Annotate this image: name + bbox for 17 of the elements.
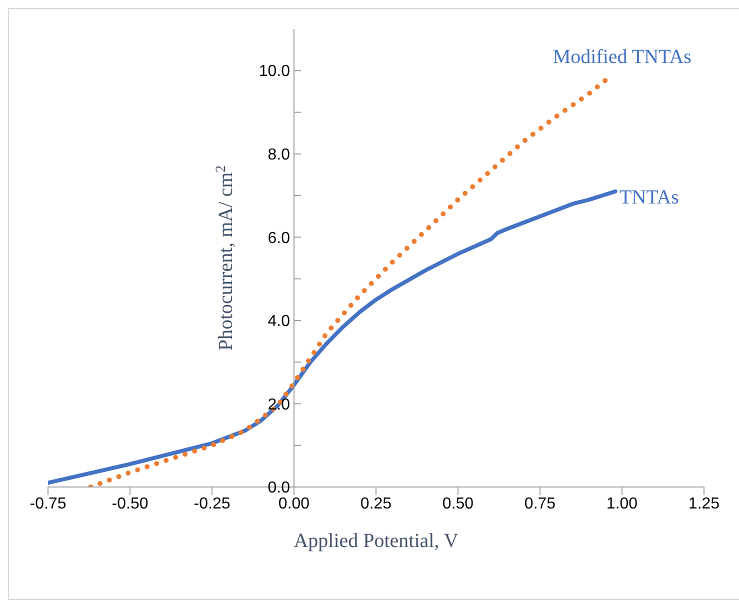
x-tick-label: 1.25 <box>688 495 720 512</box>
y-tick-label: 8.0 <box>268 146 290 164</box>
series-label: Modified TNTAs <box>552 46 692 68</box>
x-axis-title: Applied Potential, V <box>294 530 459 552</box>
x-tick-label: 0.25 <box>360 495 392 512</box>
y-tick-label: 6.0 <box>268 230 290 247</box>
y-tick-label: 0.0 <box>268 480 290 497</box>
x-tick-label: 0.75 <box>524 495 556 512</box>
y-tick-label: 10.0 <box>258 63 290 80</box>
x-tick-label: 1.00 <box>606 495 638 512</box>
x-tick-label: -0.25 <box>194 495 230 512</box>
y-tick-label: 4.0 <box>268 313 290 330</box>
x-tick-label: -0.75 <box>30 495 66 512</box>
x-tick-label: 0.00 <box>278 495 310 512</box>
series-label: TNTAs <box>619 186 680 208</box>
x-tick-label: -0.50 <box>112 495 148 512</box>
x-tick-label: 0.50 <box>442 495 474 512</box>
